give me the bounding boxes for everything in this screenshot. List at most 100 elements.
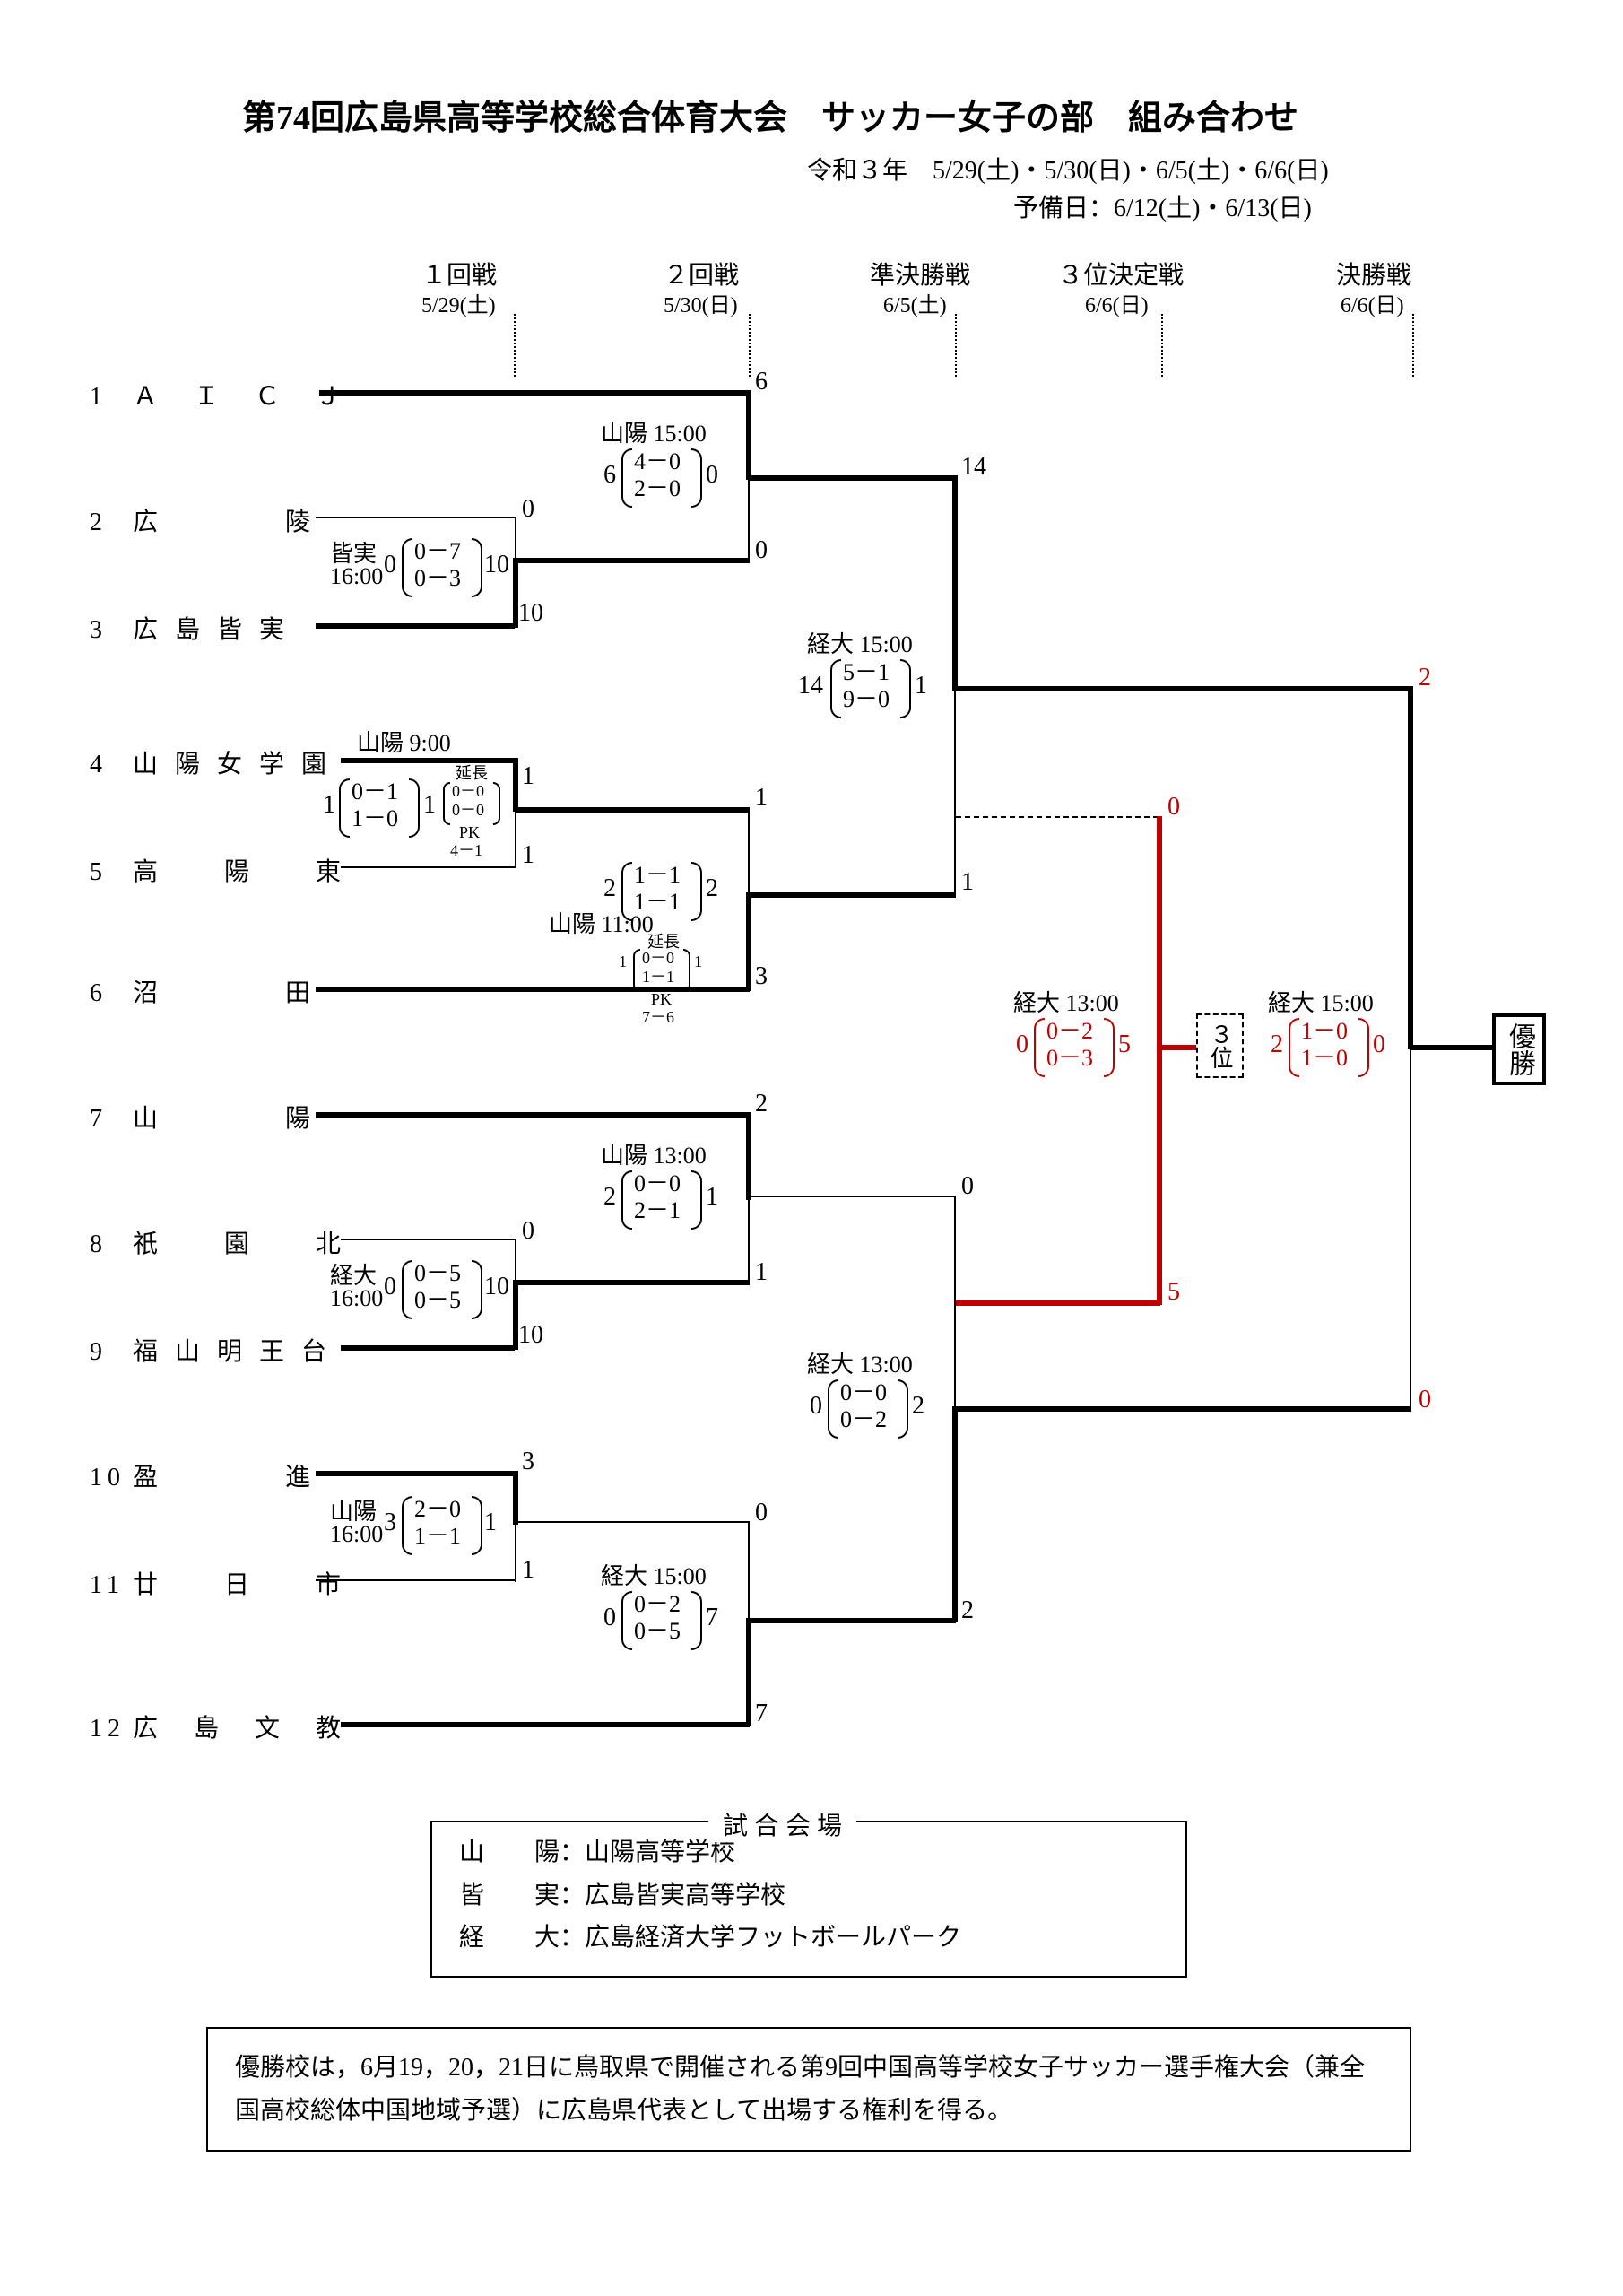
round-2-date: 5/30(日) — [664, 287, 738, 318]
line-t2 — [316, 517, 516, 518]
m-r2b-pk: 7－6 — [642, 1008, 674, 1027]
bp-sfB-r — [898, 1379, 908, 1439]
bp-r1-45-r — [409, 778, 420, 838]
team-11: 11廿 日 市 — [90, 1565, 346, 1601]
team-3: 3広 島 皆 実 — [90, 610, 290, 646]
m-r1-1011-l: 3 — [384, 1509, 396, 1537]
s-f-l: 0 — [1419, 1386, 1431, 1414]
guide-tp — [1161, 314, 1163, 377]
m-r2d-v: 経大 15:00 — [601, 1558, 707, 1591]
page-title: 第74回広島県高等学校総合体育大会 サッカー女子の部 組み合わせ — [242, 90, 1298, 139]
team-10: 10盈 進 — [90, 1457, 316, 1493]
s-r2c-b: 1 — [755, 1258, 768, 1287]
v-sf-bot-l — [952, 1406, 958, 1622]
h-sf-top-out — [956, 686, 1411, 691]
s-r1-1011-r: 1 — [522, 1556, 534, 1585]
round-sf-date: 6/5(土) — [883, 287, 947, 318]
round-sf-label: 準決勝戦 — [870, 256, 970, 291]
date-reserve: 予備日：6/12(土)・6/13(日) — [1013, 188, 1312, 224]
m-r2c-h: 0－02－1 — [634, 1170, 681, 1224]
guide-r2 — [749, 314, 751, 377]
m-r1-89-h: 0－50－5 — [414, 1260, 461, 1314]
line-t3 — [316, 623, 515, 629]
s-r1-45-r: 1 — [522, 841, 534, 870]
m-r1-1011-h: 2－01－1 — [414, 1496, 461, 1550]
m-r1-1011-t: 16:00 — [330, 1521, 383, 1548]
bp-r1-23-r — [472, 538, 482, 597]
team-12: 12広 島 文 教 — [90, 1709, 346, 1744]
m-r1-45-pk: 4－1 — [450, 841, 482, 860]
line-w23 — [516, 558, 750, 563]
guide-f — [1412, 314, 1414, 377]
team-5: 5高 陽 東 — [90, 852, 346, 888]
bp-r2a-l — [621, 448, 632, 508]
bp-sfT-r — [900, 659, 911, 718]
h-sf-bot-out — [956, 1406, 1411, 1412]
h-tp-out — [1160, 1045, 1196, 1050]
v-r2d-top — [748, 1521, 750, 1622]
line-t10 — [316, 1471, 515, 1476]
s-f-u: 2 — [1419, 664, 1431, 692]
s-r1-23-l: 0 — [522, 495, 534, 524]
bp-r1-1011-r — [472, 1496, 482, 1555]
m-r1-45-v: 山陽 9:00 — [357, 725, 451, 758]
bp-r2b-etr — [683, 949, 690, 992]
h-r2b-out — [750, 892, 956, 898]
line-t12 — [341, 1722, 750, 1727]
h-r2a-out — [750, 475, 956, 481]
bp-r2b-etl — [633, 949, 640, 992]
m-tp-h: 0－20－3 — [1046, 1018, 1093, 1072]
s-r2b-t: 1 — [755, 784, 768, 813]
team-6: 6沼 田 — [90, 973, 316, 1009]
line-t1 — [319, 390, 750, 396]
date-main: 令和３年 5/29(土)・5/30(日)・6/5(土)・6/6(日) — [807, 151, 1329, 187]
m-f-l: 2 — [1271, 1031, 1283, 1059]
round-1-label: １回戦 — [421, 256, 497, 291]
h-r2d-out — [750, 1618, 956, 1623]
m-r2d-l: 0 — [603, 1604, 616, 1632]
v-r2b-bot — [746, 892, 751, 991]
team-7: 7山 陽 — [90, 1099, 316, 1135]
h-final-out — [1411, 1045, 1494, 1050]
team-9: 9福 山 明 王 台 — [90, 1332, 332, 1368]
line-t7 — [316, 1112, 750, 1118]
line-t5 — [341, 866, 516, 868]
m-tp-v: 経大 13:00 — [1013, 985, 1119, 1018]
s-r1-45-l: 1 — [522, 762, 534, 791]
bp-r2c-l — [621, 1170, 632, 1230]
bp-r1-45-etr — [493, 782, 500, 825]
bp-r1-1011-l — [402, 1496, 412, 1555]
m-f-r: 0 — [1373, 1031, 1385, 1059]
m-r1-45-h: 0－11－0 — [352, 778, 398, 832]
m-f-v: 経大 15:00 — [1268, 985, 1374, 1018]
m-r1-45-etlab: 延長 — [456, 764, 488, 783]
v-t11 — [515, 1521, 516, 1582]
m-r2a-r: 0 — [706, 461, 718, 490]
round-f-date: 6/6(日) — [1341, 287, 1404, 318]
note-box: 優勝校は，6月19，20，21日に鳥取県で開催される第9回中国高等学校女子サッカ… — [206, 2027, 1411, 2152]
v-sf-top-u — [952, 475, 958, 691]
m-r1-45-l: 1 — [323, 791, 335, 820]
team-2: 2広 陵 — [90, 502, 316, 538]
m-r2b-etl: 1 — [619, 952, 627, 971]
round-2-label: ２回戦 — [664, 256, 739, 291]
s-sf-t-l: 1 — [961, 868, 974, 897]
m-r2c-l: 2 — [603, 1183, 616, 1212]
v-t4 — [513, 758, 518, 812]
m-r2b-et: 0－01－1 — [642, 949, 674, 986]
round-tp-label: ３位決定戦 — [1058, 256, 1184, 291]
s-r2b-b: 3 — [755, 962, 768, 991]
m-r1-23-l: 0 — [384, 551, 396, 579]
bp-r2a-r — [691, 448, 702, 508]
v-t8 — [515, 1239, 516, 1283]
team-4: 4山 陽 女 学 園 — [90, 744, 332, 780]
bp-r2b-l — [621, 862, 632, 921]
winner-box: 優勝 — [1492, 1013, 1546, 1085]
third-box: ３位 — [1196, 1013, 1244, 1078]
m-r2b-pklab: PK — [651, 990, 672, 1009]
round-tp-date: 6/6(日) — [1085, 287, 1149, 318]
m-r2b-l: 2 — [603, 874, 616, 903]
v-t2 — [515, 517, 516, 561]
m-r2a-l: 6 — [603, 461, 616, 490]
guide-sf — [955, 314, 957, 377]
